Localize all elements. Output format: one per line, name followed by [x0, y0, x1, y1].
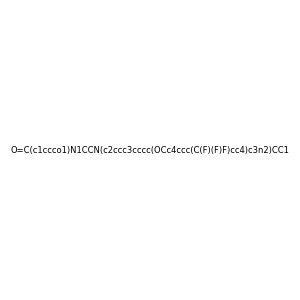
Text: O=C(c1ccco1)N1CCN(c2ccc3cccc(OCc4ccc(C(F)(F)F)cc4)c3n2)CC1: O=C(c1ccco1)N1CCN(c2ccc3cccc(OCc4ccc(C(F… — [11, 146, 290, 154]
